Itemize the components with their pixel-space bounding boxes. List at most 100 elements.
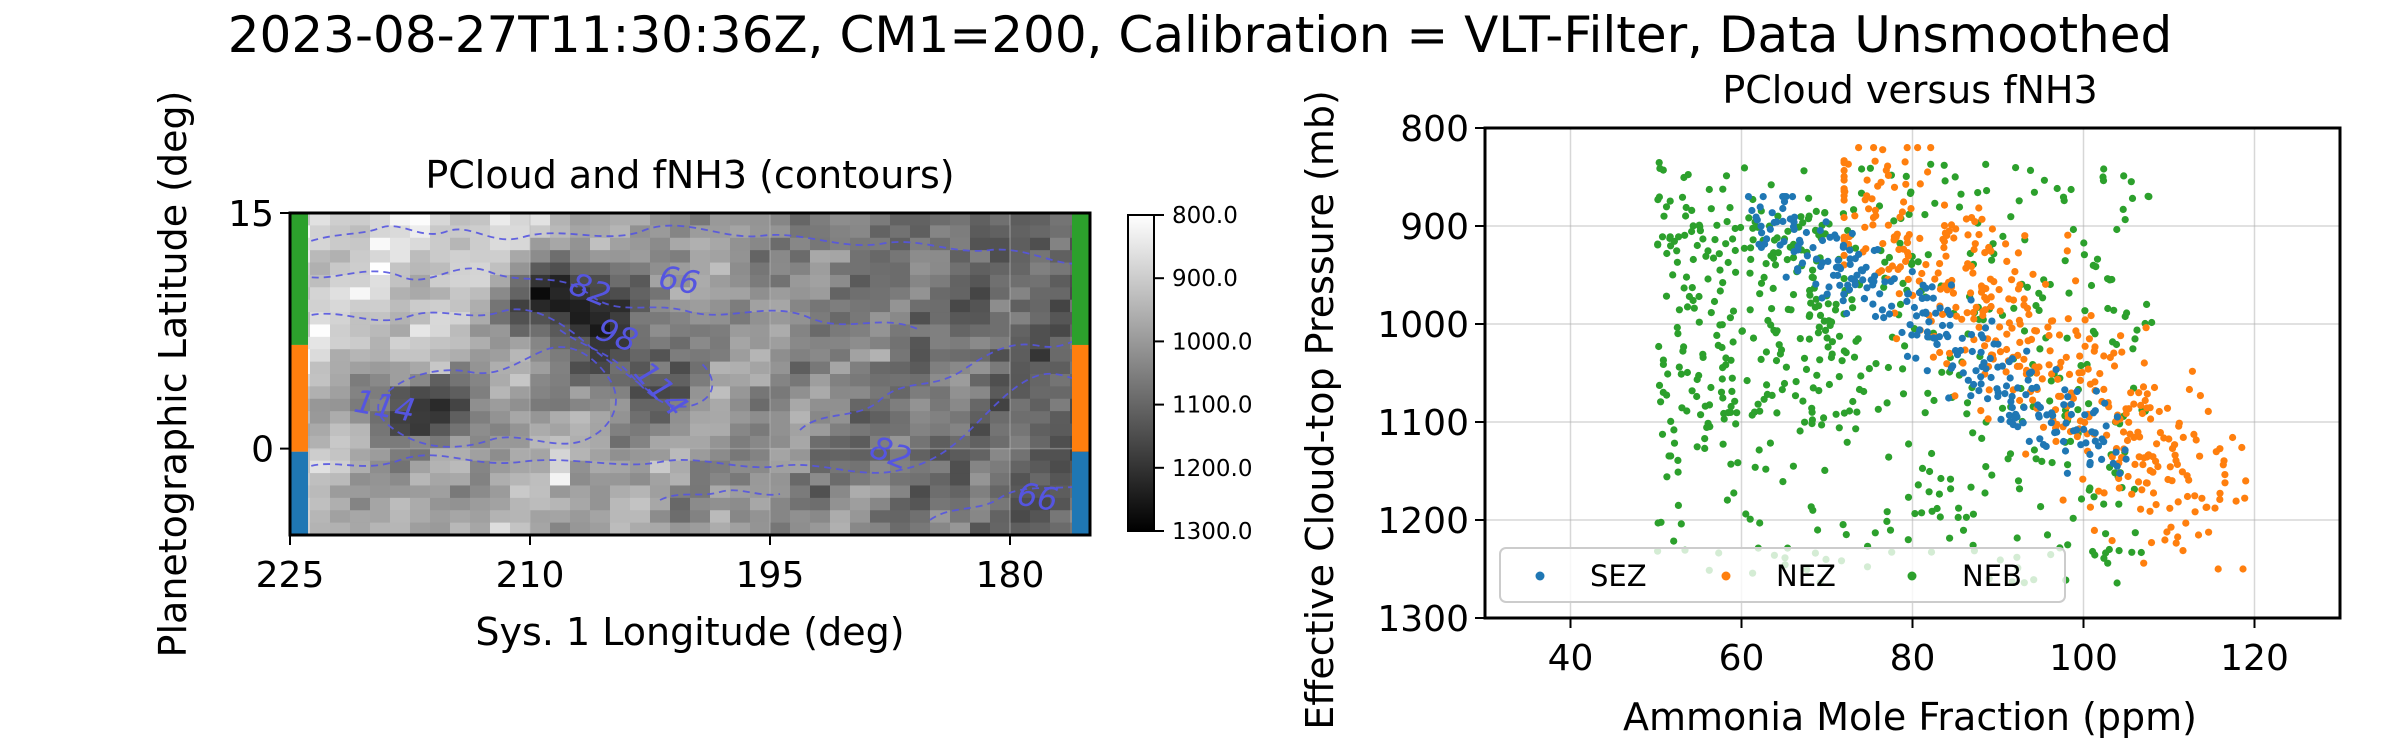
scatter-point — [1811, 303, 1819, 311]
heatmap-cell — [410, 522, 431, 536]
scatter-point — [2006, 450, 2015, 458]
scatter-point — [2033, 383, 2041, 391]
scatter-point — [1722, 172, 1731, 180]
heatmap-cell — [430, 213, 451, 226]
scatter-point — [1969, 429, 1977, 437]
scatter-point — [1969, 269, 1977, 277]
scatter-point — [2044, 323, 2052, 331]
contour-line — [299, 224, 1086, 265]
scatter-point — [2134, 478, 2143, 486]
scatter-point — [2074, 406, 2082, 414]
scatter-point — [2155, 407, 2163, 416]
scatter-point — [2060, 401, 2068, 409]
heatmap-cell — [1030, 361, 1051, 375]
heatmap-cell — [670, 250, 691, 264]
heatmap-cell — [450, 274, 471, 288]
scatter-point — [1750, 408, 1759, 416]
scatter-point — [2025, 310, 2033, 319]
scatter-point — [1768, 305, 1776, 313]
scatter-point — [1863, 284, 1871, 292]
heatmap-cell — [530, 225, 551, 239]
heatmap-cell — [530, 262, 551, 276]
heatmap-cell — [450, 336, 471, 350]
scatter-point — [2003, 257, 2011, 265]
heatmap-cell — [310, 485, 331, 499]
scatter-point — [1737, 223, 1745, 232]
scatter-point — [1972, 367, 1980, 375]
scatter-point — [1728, 374, 1736, 382]
heatmap-cell — [850, 386, 871, 400]
scatter-point — [1990, 278, 1998, 286]
scatter-point — [2081, 316, 2089, 324]
scatter-point — [1890, 217, 1898, 225]
heatmap-cell — [830, 312, 851, 326]
heatmap-cell — [330, 374, 351, 387]
heatmap-cell — [1050, 448, 1071, 462]
scatter-point — [1719, 394, 1727, 402]
heatmap-cell — [730, 497, 751, 511]
scatter-point — [2239, 565, 2247, 573]
heatmap-cell — [630, 497, 651, 511]
scatter-point — [1988, 317, 1996, 325]
scatter-point — [1913, 331, 1921, 339]
heatmap-cell — [870, 225, 891, 239]
scatter-point — [1816, 226, 1824, 235]
heatmap-cell — [790, 510, 811, 524]
scatter-x-tick-label: 40 — [1548, 638, 1594, 679]
scatter-point — [1974, 189, 1982, 197]
scatter-point — [2174, 533, 2182, 541]
scatter-point — [1987, 302, 1995, 311]
heatmap-cell — [730, 250, 751, 264]
scatter-point — [2027, 368, 2035, 376]
scatter-point — [1981, 489, 1989, 497]
scatter-point — [1946, 321, 1954, 329]
heatmap-cell — [710, 237, 731, 251]
scatter-point — [1783, 256, 1791, 264]
heatmap-cell — [610, 349, 631, 363]
scatter-point — [1778, 386, 1786, 394]
heatmap-cell — [690, 361, 711, 375]
heatmap-cell — [830, 262, 851, 276]
heatmap-cell — [890, 274, 911, 288]
scatter-point — [2092, 263, 2100, 271]
scatter-point — [1852, 337, 1860, 345]
heatmap-cell — [310, 324, 331, 338]
scatter-point — [2121, 446, 2129, 454]
heatmap-cell — [910, 522, 931, 536]
heatmap-cell — [350, 237, 371, 251]
heatmap-cell — [810, 460, 831, 474]
scatter-point — [2011, 268, 2019, 276]
heatmap-cell — [690, 435, 711, 449]
heatmap-cell — [390, 324, 411, 338]
heatmap-cell — [350, 435, 371, 449]
heatmap-cell — [990, 485, 1011, 499]
scatter-point — [2104, 304, 2112, 313]
scatter-point — [2110, 306, 2118, 314]
scatter-point — [1727, 460, 1735, 468]
scatter-point — [1846, 255, 1854, 263]
heatmap-cell — [750, 374, 771, 387]
scatter-point — [1799, 397, 1807, 405]
heatmap-cell — [470, 237, 491, 251]
heatmap-cell — [430, 497, 451, 511]
scatter-point — [1802, 228, 1810, 237]
heatmap-cell — [510, 386, 531, 400]
heatmap-cell — [1010, 361, 1031, 375]
legend-box — [1499, 547, 2066, 603]
heatmap-cell — [330, 386, 351, 400]
heatmap-cell — [950, 361, 971, 375]
heatmap-cell — [830, 374, 851, 387]
scatter-point — [1996, 323, 2004, 331]
heatmap-cell — [930, 460, 951, 474]
scatter-point — [2032, 302, 2040, 310]
scatter-point — [2001, 390, 2009, 398]
scatter-point — [2081, 307, 2089, 315]
scatter-point — [1928, 283, 1936, 291]
scatter-point — [1952, 312, 1961, 320]
scatter-point — [1840, 196, 1848, 204]
scatter-point — [1924, 389, 1932, 397]
scatter-point — [1662, 203, 1671, 211]
scatter-point — [1701, 444, 1709, 452]
scatter-point — [1655, 342, 1663, 351]
scatter-point — [1884, 221, 1892, 229]
